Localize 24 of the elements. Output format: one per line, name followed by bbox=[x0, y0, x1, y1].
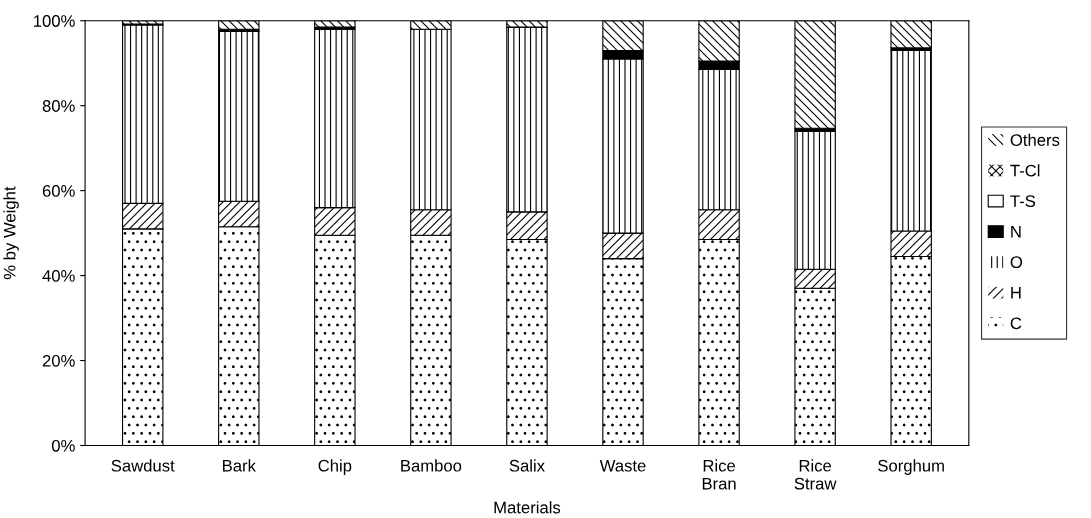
legend-label: H bbox=[1011, 287, 1021, 299]
y-tick-label: 100% bbox=[34, 15, 75, 27]
x-tick-label: Salix bbox=[509, 459, 545, 472]
x-tick-label: Waste bbox=[599, 459, 646, 472]
legend-label: N bbox=[1011, 225, 1021, 238]
legend-label: Others bbox=[1010, 133, 1060, 146]
legend-label: C bbox=[1010, 317, 1022, 330]
legend-label: T-S bbox=[1010, 195, 1036, 208]
y-tick-label: 20% bbox=[42, 354, 75, 367]
y-tick-label: 40% bbox=[42, 269, 75, 282]
legend-label: T-Cl bbox=[1010, 164, 1040, 177]
x-axis-title: Materials bbox=[494, 501, 561, 514]
x-tick-label: Bark bbox=[223, 459, 256, 472]
y-tick-label: 60% bbox=[42, 185, 75, 197]
y-tick-label: 80% bbox=[42, 100, 75, 112]
y-tick-label: 0% bbox=[51, 439, 75, 452]
legend-label: O bbox=[1010, 256, 1023, 269]
x-tick-label: Sawdust bbox=[111, 459, 175, 472]
x-tick-label: Sorghum bbox=[878, 459, 944, 475]
x-tick-label: Rice Bran bbox=[702, 459, 736, 490]
x-tick-label: Rice Straw bbox=[794, 459, 837, 490]
x-tick-label: Chip bbox=[318, 459, 352, 475]
x-tick-label: Bamboo bbox=[401, 459, 462, 472]
y-axis-title: % by Weight bbox=[3, 186, 19, 280]
